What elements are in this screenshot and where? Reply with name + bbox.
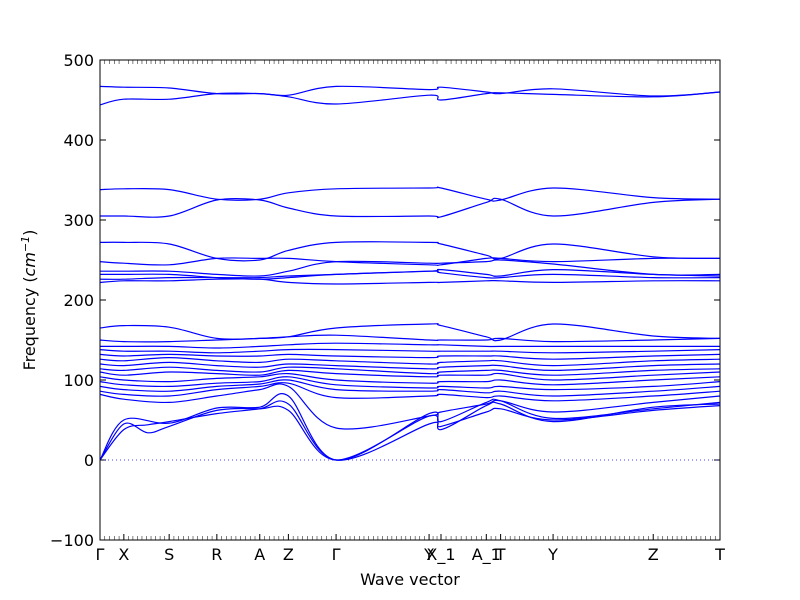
- x-axis-label: Wave vector: [360, 570, 460, 589]
- y-axis-label-exponent: −1: [19, 236, 32, 252]
- plot-frame: [99, 59, 721, 541]
- x-tick-label: S: [164, 545, 174, 564]
- phonon-band-21: [100, 259, 721, 277]
- phonon-band-11: [99, 361, 721, 372]
- phonon-band-4: [99, 383, 721, 430]
- x-tick-label: X: [118, 545, 129, 564]
- y-axis-label-prefix: Frequency (: [20, 276, 39, 370]
- phonon-band-2: [99, 401, 721, 461]
- phonon-band-5: [99, 382, 721, 402]
- phonon-band-26: [99, 91, 721, 106]
- phonon-band-13: [99, 353, 721, 360]
- phonon-band-27: [99, 85, 721, 97]
- y-axis-label: Frequency (cm−1): [19, 230, 39, 371]
- y-tick-label: 500: [63, 51, 94, 70]
- phonon-band-17: [99, 323, 721, 342]
- y-tick-label: −100: [50, 531, 94, 550]
- phonon-band-22: [99, 257, 721, 267]
- phonon-band-14: [99, 348, 721, 354]
- phonon-bands: [99, 85, 721, 461]
- x-tick-label: Γ: [332, 545, 341, 564]
- x-tick-label: Γ: [96, 545, 105, 564]
- phonon-band-7: [99, 376, 721, 391]
- x-tick-label: T: [714, 545, 725, 564]
- x-tick-label: T: [495, 545, 506, 564]
- phonon-band-1: [99, 400, 721, 461]
- x-minor-ticks: [104, 60, 716, 540]
- x-tick-labels: Γ X S R A Z Γ YX_1 A_1T Y Z T: [96, 534, 725, 565]
- x-tick-label: Y: [547, 545, 558, 564]
- y-tick-label: 400: [63, 131, 94, 150]
- phonon-band-8: [99, 372, 721, 386]
- y-axis-label-unit: cm: [20, 252, 39, 276]
- phonon-band-16: [99, 334, 721, 343]
- phonon-band-6: [99, 379, 721, 397]
- phonon-band-20: [100, 268, 721, 280]
- phonon-band-3: [99, 393, 721, 461]
- x-tick-label: A_1: [472, 545, 501, 565]
- phonon-band-24: [99, 197, 721, 219]
- x-tick-label: Z: [648, 545, 659, 564]
- x-tick-label: Z: [283, 545, 294, 564]
- x-tick-label: X_1: [426, 545, 455, 565]
- x-tick-label: R: [211, 545, 222, 564]
- phonon-band-10: [99, 366, 721, 376]
- phonon-band-23: [99, 241, 721, 262]
- y-tick-label: 200: [63, 291, 94, 310]
- phonon-band-25: [99, 186, 721, 202]
- plot-area: [99, 85, 721, 461]
- y-tick-labels: −100 0 100 200 300 400 500: [50, 51, 720, 550]
- phonon-band-9: [99, 369, 721, 381]
- y-tick-label: 0: [84, 451, 94, 470]
- phonon-band-18: [99, 278, 721, 285]
- phonon-band-15: [100, 342, 720, 349]
- y-tick-label: 100: [63, 371, 94, 390]
- phonon-band-12: [99, 356, 721, 367]
- y-axis-label-suffix: ): [20, 230, 39, 236]
- x-tick-label: A: [254, 545, 265, 564]
- x-tick-label: Y: [423, 545, 434, 564]
- y-tick-label: 300: [63, 211, 94, 230]
